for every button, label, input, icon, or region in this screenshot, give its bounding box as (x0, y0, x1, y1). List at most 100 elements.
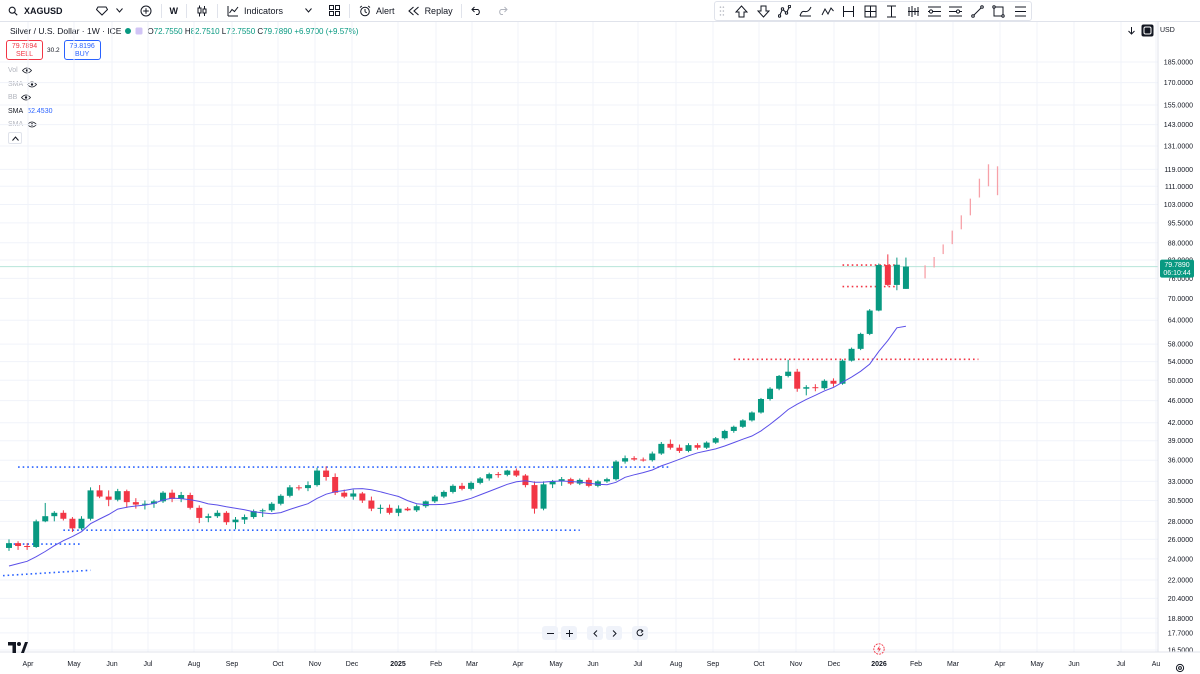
zigzag-tool[interactable] (817, 2, 838, 20)
short-position-tool[interactable] (945, 2, 966, 20)
time-tick-label: Nov (309, 661, 322, 668)
price-tick-label: 95.5000 (1168, 220, 1193, 227)
reset-chart-button[interactable] (632, 626, 648, 640)
open-value: 72.7550 (153, 26, 183, 36)
price-tick-label: 20.4000 (1168, 596, 1193, 603)
candle (785, 359, 792, 378)
time-tick-label: May (67, 661, 81, 668)
candle (42, 502, 49, 523)
candle (24, 543, 31, 550)
eye-icon[interactable] (21, 94, 32, 101)
zoom-in-button[interactable] (561, 626, 577, 640)
symbol-search[interactable]: XAGUSD (0, 0, 69, 22)
candle (449, 484, 456, 494)
zoom-out-button[interactable] (542, 626, 558, 640)
currency-label[interactable]: USD (1160, 27, 1175, 34)
price-axis-header: USD (1128, 24, 1175, 37)
buy-button[interactable]: 79.8196 BUY (63, 40, 101, 60)
refresh-icon (636, 629, 644, 637)
scroll-right-button[interactable] (606, 626, 622, 640)
text-lines-tool[interactable] (1010, 2, 1031, 20)
replay-label: Replay (424, 5, 453, 16)
price-tick-label: 28.0000 (1168, 519, 1193, 526)
curve-tool[interactable] (795, 2, 816, 20)
arrow-down-mark-tool[interactable] (752, 2, 773, 20)
collapse-legend-button[interactable] (8, 132, 22, 144)
price-tick-label: 155.0000 (1164, 103, 1193, 110)
bars-pattern-tool[interactable] (902, 2, 923, 20)
indicator-row[interactable]: BB (8, 91, 52, 105)
candle (368, 496, 375, 512)
long-position-tool[interactable] (924, 2, 945, 20)
interval-button[interactable]: W (164, 0, 185, 22)
redo-button[interactable] (490, 0, 516, 22)
undo-button[interactable] (464, 0, 490, 22)
eye-icon[interactable] (21, 67, 32, 74)
price-range-tool[interactable] (838, 2, 859, 20)
arrow-down-icon[interactable] (1128, 26, 1135, 35)
alert-label: Alert (376, 5, 395, 16)
buy-label: BUY (74, 51, 90, 58)
short-position-icon (949, 6, 963, 16)
pattern-icon (777, 4, 791, 18)
symbol-title[interactable]: Silver / U.S. Dollar · 1W · ICE (10, 26, 122, 36)
candle (123, 489, 130, 508)
time-tick-label: 2026 (871, 661, 887, 668)
arrow-up-mark-tool[interactable] (731, 2, 752, 20)
tradingview-logo[interactable] (8, 640, 28, 658)
time-tick-label: Jun (587, 661, 598, 668)
candle (531, 481, 538, 514)
scroll-left-button[interactable] (587, 626, 603, 640)
pattern-tool[interactable] (774, 2, 795, 20)
divider (186, 3, 188, 18)
candle (676, 444, 683, 453)
divider (349, 3, 351, 18)
sell-button[interactable]: 79.7894 SELL (6, 40, 43, 60)
candle (468, 481, 475, 491)
date-range-icon (843, 5, 855, 17)
price-tick-label: 76.0000 (1168, 276, 1193, 283)
candle (223, 511, 230, 525)
price-chart[interactable]: 185.0000 170.0000 155.0000 143.0000 131.0000… (0, 22, 1200, 674)
indicators-button[interactable]: Indicators (220, 0, 321, 22)
rectangle-icon (992, 4, 1006, 18)
candle (178, 491, 185, 503)
settings-button[interactable] (1175, 660, 1185, 674)
candle (866, 309, 873, 336)
candle (395, 505, 402, 517)
trend-line-tool[interactable] (967, 2, 988, 20)
measure-tool[interactable] (881, 2, 902, 20)
candle (304, 481, 311, 492)
chevron-left-icon (592, 629, 597, 637)
time-tick-label: Apr (513, 661, 525, 668)
candle (350, 489, 357, 500)
price-tick-label: 111.0000 (1165, 184, 1193, 191)
indicator-row[interactable]: Vol (8, 64, 52, 78)
layouts-button[interactable] (321, 0, 347, 22)
candle (603, 477, 610, 483)
lock-price-scale-icon[interactable] (1141, 24, 1154, 37)
lines-icon (1014, 6, 1026, 16)
indicator-row[interactable]: SMA 62.4530 (8, 107, 53, 115)
time-tick-label: Sep (226, 661, 239, 668)
candle (459, 482, 465, 491)
drag-handle-icon[interactable] (719, 5, 725, 17)
candle (767, 387, 774, 401)
spacer (625, 626, 629, 640)
replay-button[interactable]: Replay (401, 0, 459, 22)
candle (504, 469, 511, 477)
watchlist-button[interactable] (89, 0, 133, 22)
alert-button[interactable]: Alert (352, 0, 401, 22)
date-price-range-tool[interactable] (859, 2, 880, 20)
compare-button[interactable] (133, 0, 159, 22)
events-icon[interactable] (873, 643, 885, 655)
horizontal-levels (0, 264, 1158, 577)
search-icon (6, 4, 20, 18)
candle (87, 487, 94, 521)
candle (649, 451, 656, 462)
rectangle-tool[interactable] (988, 2, 1009, 20)
chart-type-button[interactable] (189, 0, 215, 22)
price-tick-label: 33.0000 (1168, 479, 1193, 486)
bookmark-icon[interactable] (135, 27, 143, 35)
chevron-down-icon (113, 4, 127, 18)
